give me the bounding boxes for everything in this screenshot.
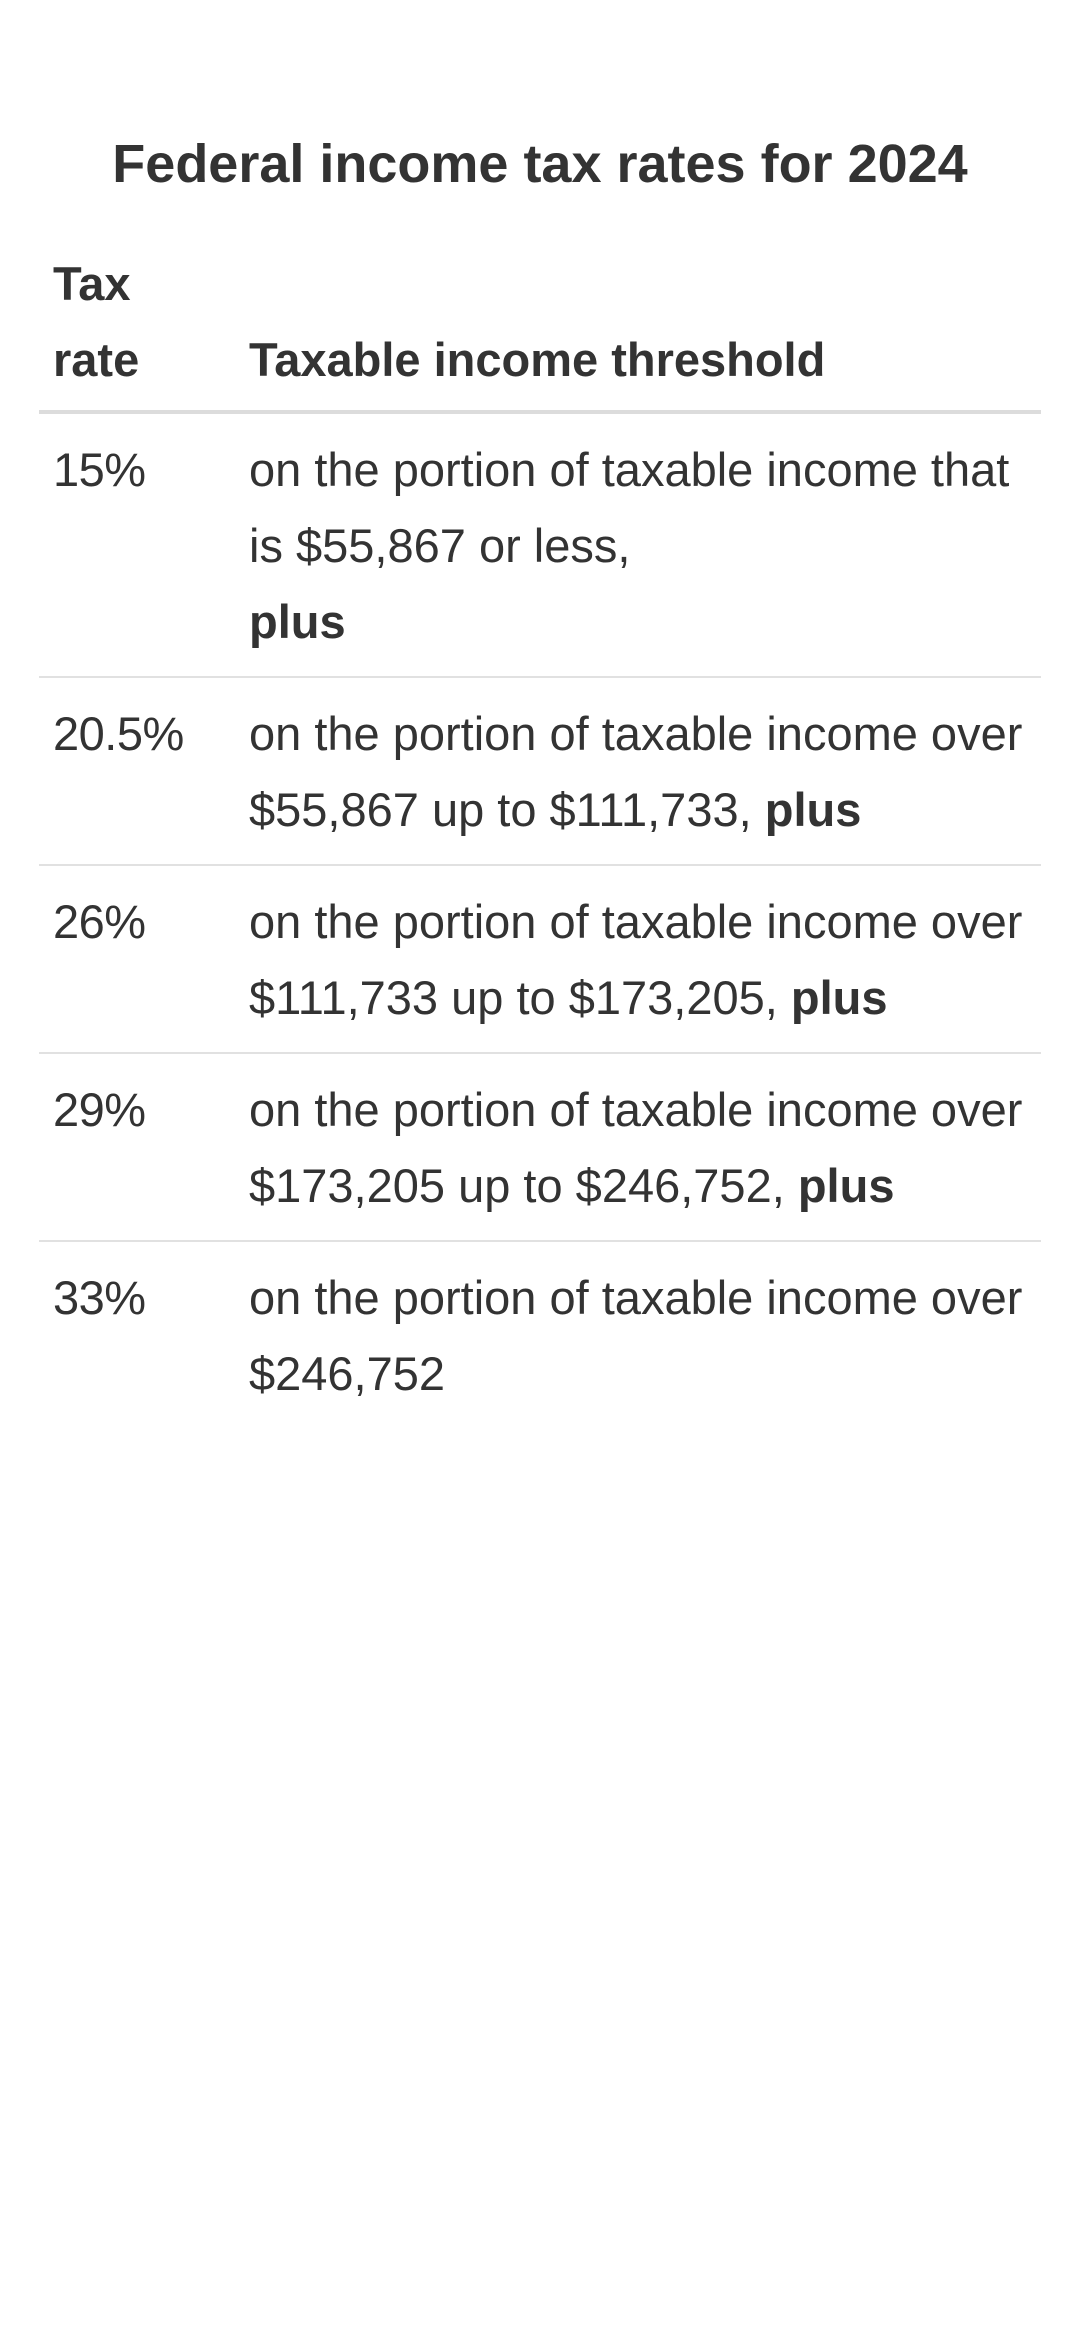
header-tax-rate: Tax rate — [39, 240, 235, 414]
threshold-text: on the portion of taxable income that is… — [249, 443, 1010, 572]
table-header-row: Tax rate Taxable income threshold — [39, 240, 1041, 414]
table-row: 20.5% on the portion of taxable income o… — [39, 677, 1041, 866]
threshold-text: on the portion of taxable income over $5… — [249, 707, 1023, 836]
plus-label: plus — [790, 971, 888, 1024]
threshold-text: on the portion of taxable income over $1… — [249, 895, 1023, 1024]
header-tax-rate-line1: Tax — [53, 257, 131, 310]
threshold-cell: on the portion of taxable income over $5… — [235, 677, 1041, 866]
plus-label: plus — [797, 1159, 895, 1212]
rate-cell: 26% — [39, 865, 235, 1054]
table-row: 33% on the portion of taxable income ove… — [39, 1241, 1041, 1428]
threshold-cell: on the portion of taxable income that is… — [235, 412, 1041, 678]
tax-rates-table: Tax rate Taxable income threshold 15% on… — [39, 240, 1041, 1428]
header-tax-rate-line2: rate — [53, 333, 140, 386]
threshold-cell: on the portion of taxable income over $1… — [235, 865, 1041, 1054]
threshold-cell: on the portion of taxable income over $2… — [235, 1241, 1041, 1428]
threshold-cell: on the portion of taxable income over $1… — [235, 1053, 1041, 1242]
plus-label: plus — [764, 783, 862, 836]
header-threshold: Taxable income threshold — [235, 240, 1041, 414]
table-row: 26% on the portion of taxable income ove… — [39, 865, 1041, 1054]
table-row: 15% on the portion of taxable income tha… — [39, 412, 1041, 678]
rate-cell: 15% — [39, 412, 235, 678]
threshold-text: on the portion of taxable income over $2… — [249, 1271, 1023, 1400]
rate-cell: 33% — [53, 1271, 146, 1324]
rate-cell: 29% — [39, 1053, 235, 1242]
table-row: 29% on the portion of taxable income ove… — [39, 1053, 1041, 1242]
threshold-text: on the portion of taxable income over $1… — [249, 1083, 1023, 1212]
table-caption: Federal income tax rates for 2024 — [112, 134, 968, 194]
rate-cell: 20.5% — [39, 677, 235, 866]
plus-label: plus — [249, 595, 346, 648]
